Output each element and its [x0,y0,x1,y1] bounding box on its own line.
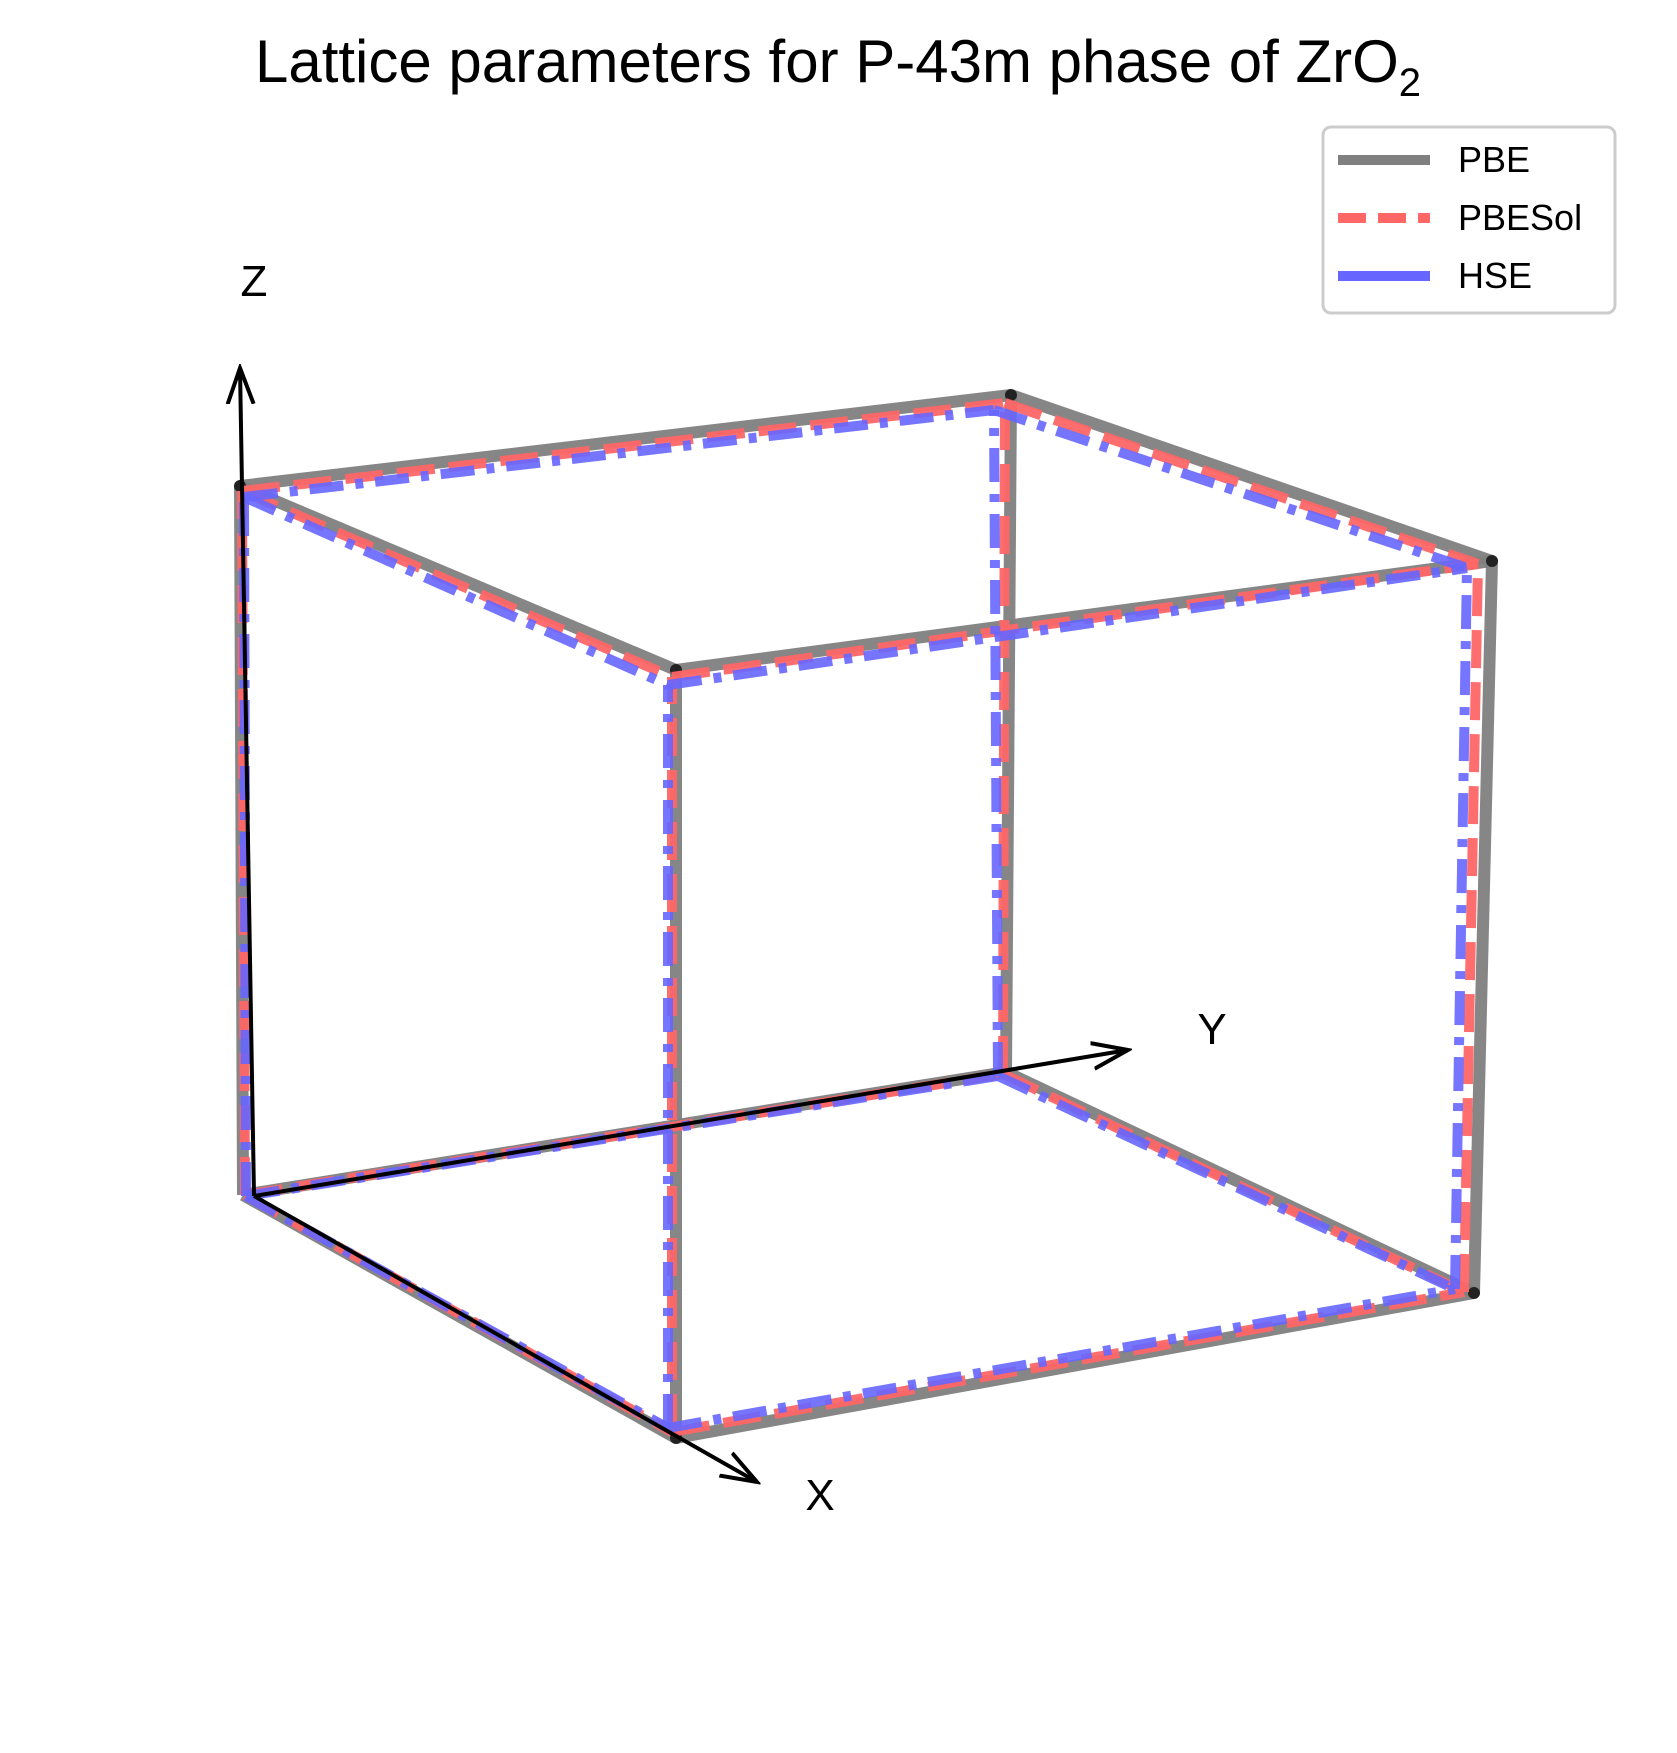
hse-edge [667,1284,1456,1433]
legend-entry-pbe: PBE [1338,139,1530,180]
pbesol-cell [237,398,1483,1437]
x-axis-arrow [253,1194,757,1482]
y-axis-arrow [253,1050,1128,1198]
legend-label-hse: HSE [1458,255,1532,296]
x-axis-label: X [805,1471,834,1520]
chart-title-subscript: 2 [1399,61,1421,105]
chart-title-main: Lattice parameters for P-43m phase of Zr… [255,28,1399,95]
coordinate-axes [240,368,1128,1482]
legend-entry-hse: HSE [1338,255,1532,296]
z-axis-label: Z [241,257,268,306]
hse-edge [995,1071,1458,1294]
pbe-edge [1009,389,1494,567]
hse-edge [243,405,995,502]
pbesol-edge [1459,563,1483,1293]
legend-entry-pbesol: PBESol [1338,197,1582,238]
legend-label-pbesol: PBESol [1458,197,1582,238]
chart-title: Lattice parameters for P-43m phase of Zr… [255,28,1421,105]
hse-edge [239,496,251,1197]
y-axis-label: Y [1197,1005,1226,1054]
pbesol-edge [240,486,674,682]
hse-edge [667,563,1468,690]
hse-edge [989,409,1003,1077]
pbe-vertices [234,389,1498,1444]
pbe-edge [239,389,1012,492]
hse-edge [992,405,1469,573]
pbesol-edge [241,398,1006,496]
pbesol-edge [1003,398,1480,569]
pbe-cell [234,389,1498,1444]
pbe-edge [1468,560,1498,1294]
legend: PBE PBESol HSE [1321,125,1617,315]
pbesol-edge [998,402,1010,1075]
hse-edge [241,492,671,690]
hse-edge [1450,567,1472,1290]
z-axis-arrow [240,368,256,1197]
legend-frame [1321,125,1617,315]
legend-label-pbe: PBE [1458,139,1530,180]
